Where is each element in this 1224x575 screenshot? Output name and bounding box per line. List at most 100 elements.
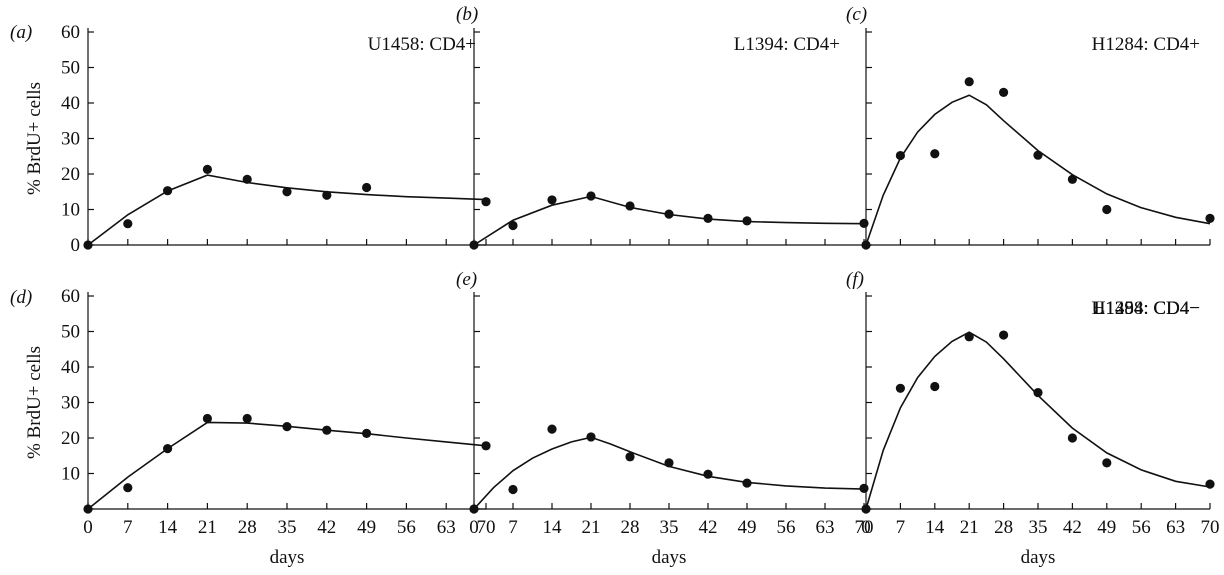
data-point <box>999 330 1009 340</box>
data-point <box>83 240 93 250</box>
x-axis-title: days <box>1021 547 1056 568</box>
data-point <box>322 190 332 200</box>
x-tick-label: 14 <box>158 517 178 538</box>
data-point <box>964 332 974 342</box>
panel-title: H1284: CD4+ <box>1092 34 1200 55</box>
x-tick-label: 28 <box>994 517 1013 538</box>
data-point <box>481 441 491 451</box>
data-point <box>625 201 635 211</box>
data-point <box>547 195 557 205</box>
chart-panel-2: (c) H1284: CD4+ <box>846 4 1215 250</box>
x-tick-label: 70 <box>477 517 496 538</box>
data-point <box>242 174 252 184</box>
fit-curve <box>87 174 487 246</box>
y-axis-title: % BrdU+ cells <box>24 346 45 459</box>
data-point <box>362 428 372 438</box>
y-tick-label: 20 <box>61 428 80 449</box>
data-point <box>1033 387 1043 398</box>
fit-curve <box>473 436 865 510</box>
x-tick-label: 21 <box>198 517 217 538</box>
x-tick-label: 35 <box>278 517 297 538</box>
data-point <box>664 209 674 219</box>
data-point <box>742 216 752 226</box>
chart-panel-4: 0 7 14 21 28 35 42 49 56 63 70(e)L1394: CD4−days <box>456 269 1200 568</box>
panel-title: H1284: CD4− <box>1092 298 1200 319</box>
x-tick-label: 63 <box>437 517 456 538</box>
data-point <box>1033 150 1043 160</box>
data-point <box>282 187 292 197</box>
x-tick-label: 35 <box>1029 517 1048 538</box>
x-tick-label: 56 <box>397 517 416 538</box>
data-point <box>123 219 133 229</box>
x-tick-label: 63 <box>816 517 835 538</box>
data-point <box>742 478 752 488</box>
chart-panel-0: 0 10 20 30 40 50 60 (a) U1458: CD4+ % BrdU+ cells <box>10 22 491 256</box>
data-point <box>859 218 869 228</box>
data-point <box>481 197 491 207</box>
x-tick-label: 42 <box>699 517 718 538</box>
x-tick-label: 7 <box>508 517 518 538</box>
data-point <box>547 424 557 434</box>
data-point <box>202 413 212 424</box>
x-tick-label: 0 <box>469 517 479 538</box>
data-point <box>930 381 940 392</box>
data-point <box>1205 213 1215 223</box>
data-point <box>242 413 252 424</box>
panel-title: U1458: CD4+ <box>368 34 476 55</box>
x-tick-label: 0 <box>83 517 93 538</box>
data-point <box>586 432 596 442</box>
fit-curve <box>473 195 865 246</box>
x-tick-label: 28 <box>238 517 257 538</box>
data-point <box>999 87 1009 97</box>
chart-panel-1: (b) L1394: CD4+ <box>456 4 869 250</box>
data-point <box>625 452 635 462</box>
panel-letter: (b) <box>456 4 478 25</box>
data-point <box>1205 479 1215 489</box>
data-point <box>83 504 93 514</box>
panel-title: L1394: CD4+ <box>734 34 840 55</box>
data-point <box>703 469 713 479</box>
x-tick-label: 0 <box>861 517 871 538</box>
chart-panel-5: 0 7 14 21 28 35 42 49 56 63 70 (f) H1284: CD4− days <box>846 269 1220 568</box>
data-point <box>895 383 906 393</box>
data-point <box>859 483 869 494</box>
x-tick-label: 42 <box>1063 517 1082 538</box>
data-point <box>930 149 940 159</box>
x-axis-title: days <box>270 547 305 568</box>
y-tick-label: 40 <box>61 357 80 378</box>
panel-letter: (c) <box>846 4 867 25</box>
data-point <box>163 186 173 196</box>
x-tick-label: 49 <box>738 517 757 538</box>
y-tick-label: 30 <box>61 393 80 414</box>
panel-title: L1394: CD4− <box>1094 298 1200 319</box>
panel-letter: (f) <box>846 269 864 290</box>
y-tick-label: 10 <box>61 200 80 221</box>
x-tick-label: 49 <box>357 517 376 538</box>
y-tick-label: 30 <box>61 129 80 150</box>
data-point <box>362 182 372 193</box>
data-point <box>586 191 596 201</box>
x-tick-label: 14 <box>543 517 563 538</box>
data-point <box>861 240 871 250</box>
data-point <box>861 504 871 514</box>
data-point <box>703 213 713 223</box>
x-tick-label: 42 <box>317 517 336 538</box>
data-point <box>322 425 332 435</box>
panel-title: U1458: CD4− <box>1092 298 1200 319</box>
x-tick-label: 49 <box>1097 517 1116 538</box>
data-point <box>1067 174 1077 184</box>
data-point <box>282 422 292 432</box>
x-tick-label: 7 <box>123 517 133 538</box>
y-tick-label: 0 <box>71 235 81 256</box>
x-tick-label: 21 <box>582 517 601 538</box>
data-point <box>1102 458 1112 468</box>
data-point <box>895 150 906 161</box>
fit-curve <box>865 94 1211 246</box>
panel-letter: (e) <box>456 269 477 290</box>
panel-letter: (d) <box>10 287 32 308</box>
data-point <box>508 220 518 231</box>
panel-letter: (a) <box>10 22 32 43</box>
y-tick-label: 60 <box>61 22 80 43</box>
x-tick-label: 70 <box>855 517 874 538</box>
